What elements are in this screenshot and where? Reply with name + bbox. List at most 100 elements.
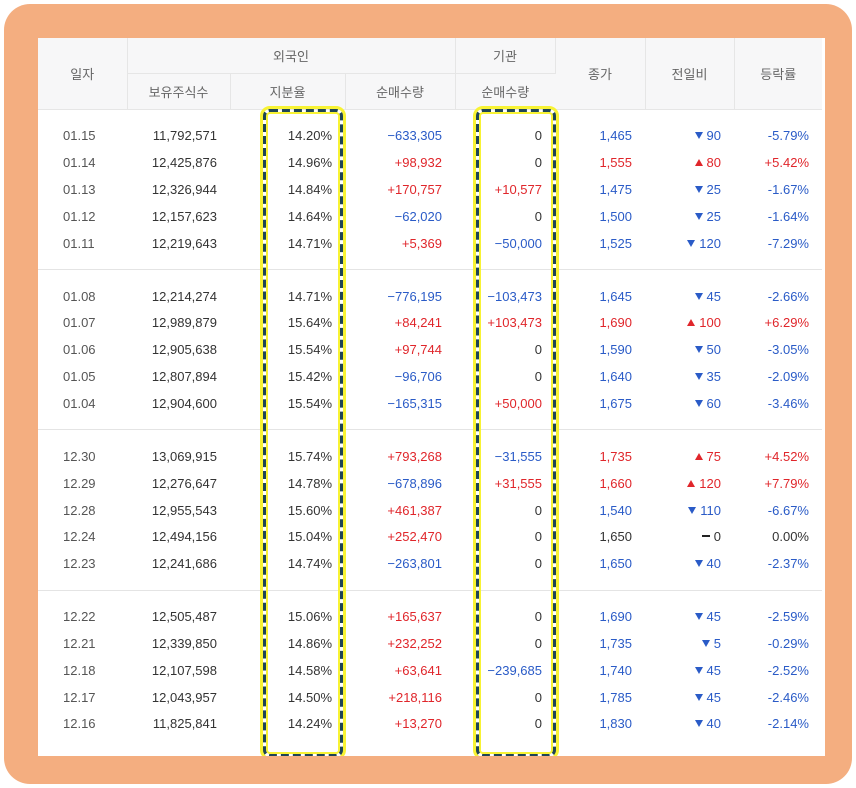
cell-foreign-net: +793,268: [387, 448, 442, 464]
cell-foreign-net: −165,315: [387, 396, 442, 412]
cell-date: 12.23: [63, 556, 96, 572]
investor-trading-table: 일자 외국인 기관 종가 전일비 등락률 보유주식수 지분율 순매수량 순매수량…: [38, 38, 822, 750]
cell-date: 01.04: [63, 396, 96, 412]
cell-close: 1,540: [599, 502, 632, 518]
cell-holdings: 12,807,894: [151, 369, 217, 385]
cell-foreign-net: +13,270: [394, 716, 442, 732]
header-institution: 기관: [455, 38, 556, 74]
table-row: 12.24 12,494,156 15.04% +252,470 0 1,650 0 0.00…: [38, 523, 822, 550]
cell-foreign-net: +461,387: [387, 502, 442, 518]
down-triangle-icon: [688, 506, 697, 514]
header-change: 전일비: [645, 38, 735, 110]
header-holdings: 보유주식수: [127, 73, 231, 110]
cell-share-ratio: 14.78%: [287, 475, 332, 491]
cell-change-value: 0: [713, 529, 721, 545]
cell-holdings: 12,107,598: [151, 662, 217, 678]
cell-share-ratio: 15.54%: [287, 396, 332, 412]
table-row: 12.28 12,955,543 15.60% +461,387 0 1,540 110 -6…: [38, 497, 822, 524]
table-header: 일자 외국인 기관 종가 전일비 등락률 보유주식수 지분율 순매수량 순매수량: [38, 38, 822, 110]
cell-share-ratio: 14.71%: [287, 288, 332, 304]
cell-change: 110: [645, 497, 734, 524]
cell-institution-net: 0: [534, 609, 542, 625]
cell-change-value: 45: [706, 288, 721, 304]
cell-foreign-net: +165,637: [387, 609, 442, 625]
cell-change-value: 120: [699, 475, 721, 491]
up-triangle-icon: [687, 479, 696, 487]
cell-change-value: 90: [706, 128, 721, 144]
table-row: 12.29 12,276,647 14.78% −678,896 +31,555 1,66…: [38, 470, 822, 497]
cell-change: 90: [645, 123, 734, 150]
cell-holdings: 13,069,915: [151, 448, 217, 464]
down-triangle-icon: [694, 346, 703, 354]
group-spacer: [38, 737, 822, 750]
cell-change-value: 40: [706, 716, 721, 732]
cell-share-ratio: 15.54%: [287, 342, 332, 358]
cell-change: 25: [645, 203, 734, 230]
cell-date: 01.15: [63, 128, 96, 144]
cell-rate: -2.66%: [767, 288, 809, 304]
table-row: 12.21 12,339,850 14.86% +232,252 0 1,735 5 -0.2…: [38, 630, 822, 657]
cell-foreign-net: +170,757: [387, 182, 442, 198]
header-institution-net: 순매수량: [455, 73, 555, 110]
cell-institution-net: +103,473: [487, 315, 542, 331]
investor-trading-panel: 일자 외국인 기관 종가 전일비 등락률 보유주식수 지분율 순매수량 순매수량…: [38, 38, 825, 756]
cell-institution-net: 0: [534, 128, 542, 144]
cell-change-value: 45: [706, 662, 721, 678]
cell-share-ratio: 14.74%: [287, 556, 332, 572]
cell-foreign-net: −678,896: [387, 475, 442, 491]
cell-rate: -5.79%: [767, 128, 809, 144]
cell-change: 45: [645, 283, 734, 310]
cell-change: 120: [645, 470, 734, 497]
group-spacer: [38, 269, 822, 283]
screenshot-frame: 일자 외국인 기관 종가 전일비 등락률 보유주식수 지분율 순매수량 순매수량…: [4, 4, 852, 784]
table-body: 01.15 11,792,571 14.20% −633,305 0 1,465 90 -5.…: [38, 110, 822, 751]
table-row: 01.06 12,905,638 15.54% +97,744 0 1,590 50 -3.0…: [38, 336, 822, 363]
table-row: 12.30 13,069,915 15.74% +793,268 −31,555 1,73…: [38, 443, 822, 470]
cell-institution-net: 0: [534, 716, 542, 732]
cell-share-ratio: 14.86%: [287, 635, 332, 651]
cell-change: 40: [645, 550, 734, 577]
cell-date: 12.18: [63, 662, 96, 678]
cell-close: 1,645: [599, 288, 632, 304]
cell-change-value: 110: [700, 502, 721, 518]
cell-institution-net: −31,555: [494, 448, 542, 464]
cell-close: 1,735: [599, 635, 632, 651]
down-triangle-icon: [694, 400, 703, 408]
cell-foreign-net: −62,020: [394, 208, 442, 224]
header-foreign: 외국인: [127, 38, 456, 74]
cell-holdings: 11,792,571: [152, 128, 217, 144]
table-row: 12.18 12,107,598 14.58% +63,641 −239,685 1,74…: [38, 657, 822, 684]
cell-foreign-net: +218,116: [388, 689, 442, 705]
cell-institution-net: 0: [534, 342, 542, 358]
cell-institution-net: 0: [534, 502, 542, 518]
cell-rate: -1.67%: [767, 182, 809, 198]
cell-rate: +6.29%: [764, 315, 809, 331]
cell-rate: -2.46%: [767, 689, 809, 705]
cell-rate: +5.42%: [764, 155, 809, 171]
cell-rate: -1.64%: [767, 208, 809, 224]
cell-close: 1,830: [599, 716, 632, 732]
cell-close: 1,650: [599, 529, 632, 545]
table-row: 12.23 12,241,686 14.74% −263,801 0 1,650 40 -2.…: [38, 550, 822, 577]
cell-close: 1,465: [599, 128, 632, 144]
cell-change: 50: [645, 336, 734, 363]
cell-close: 1,690: [599, 609, 632, 625]
cell-institution-net: 0: [534, 208, 542, 224]
cell-close: 1,675: [599, 396, 632, 412]
header-date: 일자: [38, 38, 128, 110]
cell-change-value: 120: [699, 235, 721, 251]
cell-share-ratio: 14.58%: [287, 662, 332, 678]
table-row: 12.22 12,505,487 15.06% +165,637 0 1,690 45 -2.…: [38, 603, 822, 630]
cell-rate: -2.59%: [767, 609, 809, 625]
up-triangle-icon: [694, 159, 703, 167]
cell-change-value: 50: [706, 342, 721, 358]
cell-holdings: 12,276,647: [151, 475, 217, 491]
cell-date: 12.29: [63, 475, 96, 491]
cell-share-ratio: 14.50%: [287, 689, 332, 705]
cell-close: 1,555: [599, 155, 632, 171]
cell-share-ratio: 15.06%: [287, 609, 332, 625]
table-row: 01.13 12,326,944 14.84% +170,757 +10,577 1,47…: [38, 176, 822, 203]
cell-close: 1,590: [599, 342, 632, 358]
group-spacer: [38, 577, 822, 590]
cell-close: 1,475: [599, 182, 632, 198]
